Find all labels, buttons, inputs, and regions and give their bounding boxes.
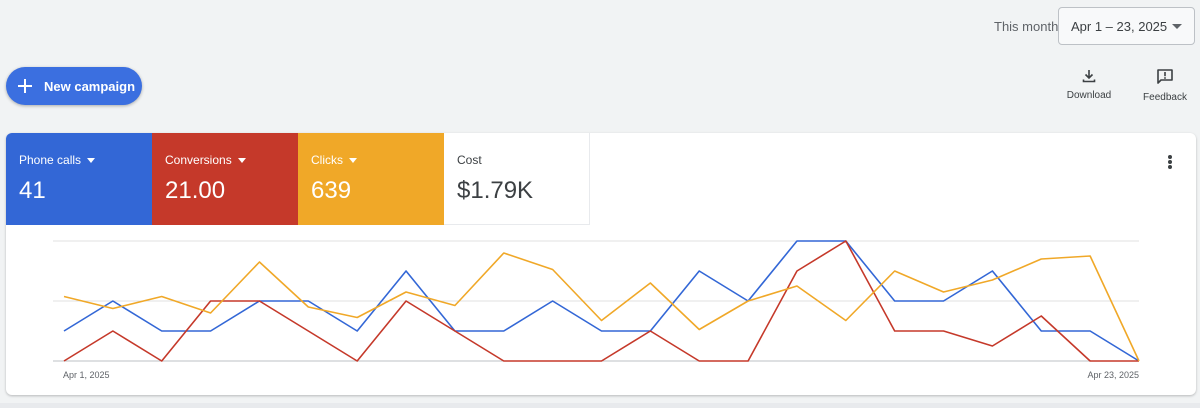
metric-tile-conversions[interactable]: Conversions 21.00 [152, 133, 298, 225]
metric-value: 21.00 [165, 177, 226, 204]
more-options-icon[interactable] [1164, 153, 1176, 171]
feedback-icon [1157, 69, 1173, 84]
series-line-1 [63, 240, 1139, 362]
metric-label: Cost [457, 153, 482, 167]
metric-label: Conversions [165, 153, 232, 167]
chevron-down-icon [1172, 24, 1182, 29]
metric-tile-cost[interactable]: Cost $1.79K [444, 133, 590, 225]
caret-down-icon [87, 157, 96, 163]
download-label: Download [1066, 90, 1112, 101]
x-tick-label-last: Apr 23, 2025 [1087, 370, 1139, 380]
metric-tile-phone-calls[interactable]: Phone calls 41 [6, 133, 152, 225]
metric-value: $1.79K [457, 177, 534, 204]
metric-label: Clicks [311, 153, 343, 167]
performance-card: Phone calls 41 Conversions 21.00 Clicks … [6, 133, 1196, 395]
date-range-label: This month [994, 19, 1059, 34]
series-line-0 [63, 240, 1140, 362]
caret-down-icon [237, 157, 246, 163]
new-campaign-button[interactable]: New campaign [6, 67, 142, 105]
plus-icon [18, 79, 32, 93]
x-tick-label-first: Apr 1, 2025 [63, 370, 110, 380]
feedback-button[interactable]: Feedback [1140, 68, 1190, 103]
feedback-label: Feedback [1143, 92, 1187, 103]
line-chart: Apr 1, 2025 Apr 23, 2025 [53, 240, 1140, 380]
new-campaign-label: New campaign [44, 78, 136, 94]
metric-value: 41 [19, 177, 46, 204]
download-button[interactable]: Download [1064, 68, 1114, 101]
caret-down-icon [349, 157, 357, 163]
date-range-select[interactable]: Apr 1 – 23, 2025 [1058, 7, 1195, 45]
metric-label: Phone calls [19, 153, 82, 167]
metric-value: 639 [311, 177, 352, 204]
series-line-2 [63, 252, 1140, 362]
metric-tiles: Phone calls 41 Conversions 21.00 Clicks … [6, 133, 1196, 225]
download-icon [1082, 70, 1096, 83]
bottom-divider [0, 403, 1200, 408]
metric-tile-clicks[interactable]: Clicks 639 [298, 133, 444, 225]
date-range-value: Apr 1 – 23, 2025 [1071, 18, 1168, 34]
